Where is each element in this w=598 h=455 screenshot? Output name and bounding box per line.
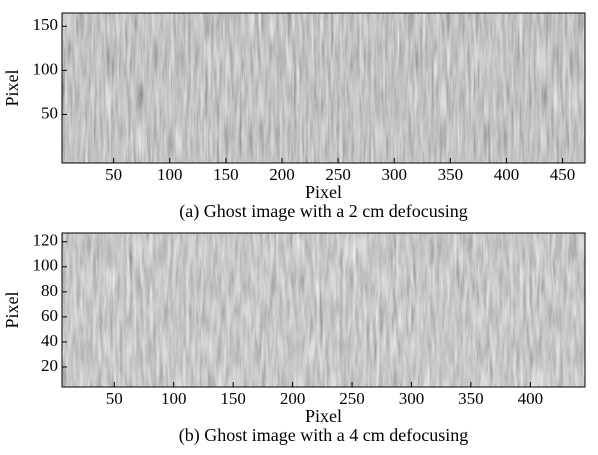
- x-tick-label: 50: [105, 165, 122, 184]
- x-tick-label: 50: [106, 389, 123, 408]
- x-tick-label: 200: [269, 165, 295, 184]
- y-tick-label: 100: [33, 59, 59, 78]
- x-tick-label: 200: [280, 389, 306, 408]
- x-tick-label: 400: [518, 389, 544, 408]
- x-axis-label: Pixel: [305, 182, 342, 202]
- y-tick-label: 20: [41, 356, 58, 375]
- image: [62, 233, 585, 387]
- y-tick-label: 40: [41, 331, 58, 350]
- y-tick-label: 100: [33, 256, 59, 275]
- x-tick-label: 350: [438, 165, 464, 184]
- x-tick-label: 150: [213, 165, 239, 184]
- y-tick-label: 150: [33, 15, 59, 34]
- x-tick-label: 100: [157, 165, 183, 184]
- x-tick-label: 300: [381, 165, 407, 184]
- x-tick-label: 400: [494, 165, 520, 184]
- image: [62, 13, 585, 163]
- axes-frame: [61, 232, 586, 388]
- y-tick-label: 50: [41, 103, 58, 122]
- x-tick-label: 150: [220, 389, 246, 408]
- axes-frame: [61, 12, 586, 164]
- caption: (b) Ghost image with a 4 cm defocusing: [179, 425, 468, 446]
- y-tick-label: 120: [33, 231, 59, 250]
- x-tick-label: 100: [161, 389, 187, 408]
- x-tick-label: 300: [399, 389, 425, 408]
- y-tick-label: 60: [41, 306, 58, 325]
- caption: (a) Ghost image with a 2 cm defocusing: [179, 201, 467, 222]
- x-tick-label: 450: [550, 165, 576, 184]
- x-tick-label: 350: [458, 389, 484, 408]
- y-axis-label: Pixel: [2, 291, 22, 328]
- y-axis-label: Pixel: [2, 69, 22, 106]
- x-tick-label: 250: [339, 389, 365, 408]
- x-axis-label: Pixel: [305, 406, 342, 426]
- x-tick-label: 250: [325, 165, 351, 184]
- y-tick-label: 80: [41, 281, 58, 300]
